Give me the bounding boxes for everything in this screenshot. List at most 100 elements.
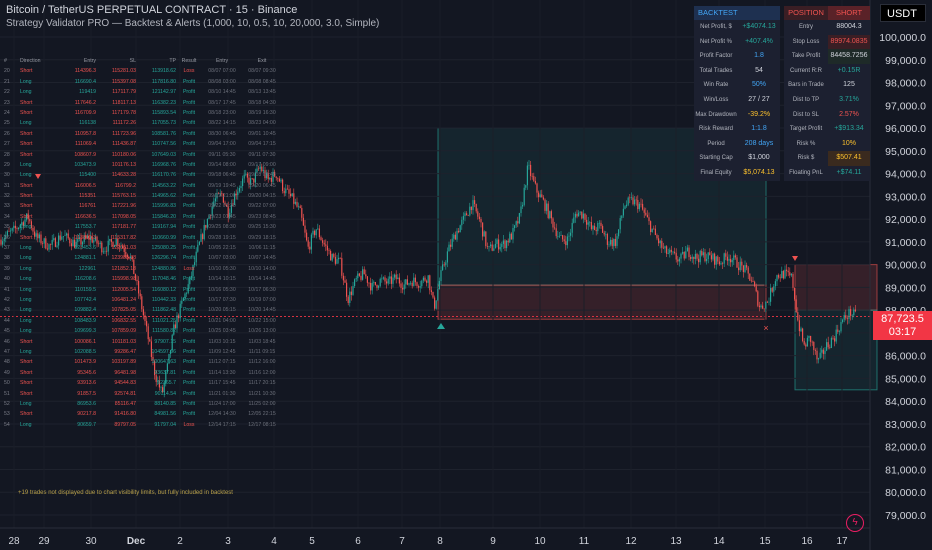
candle-body [723,253,725,264]
candle-body [670,249,672,252]
candle-body [403,284,405,290]
trade-sl: 111723.96 [112,130,136,137]
trade-tp: 115846.20 [151,213,176,220]
candle-body [418,286,420,288]
candle-body [168,353,170,364]
trade-direction: Short [20,193,33,200]
stat-label: Total Trades [694,63,738,79]
trade-entry: 107742.4 [74,296,96,303]
candle-body [29,219,31,222]
trade-number: 49 [4,369,10,376]
candle-body [285,188,287,194]
candle-body [264,170,266,179]
candle-body [555,228,557,237]
candle-body [392,277,394,284]
candle-body [19,225,21,228]
candle-body [747,267,749,274]
position-label: Stop Loss [784,34,828,50]
candle-body [776,275,778,282]
candle-body [102,251,104,253]
currency-button[interactable]: USDT [880,4,926,22]
trade-tp: 111021.25 [152,317,176,324]
candle-body [218,193,220,194]
trade-result: Profit [182,245,196,252]
table-row: 30 Long 115400 114633.28 116170.76 Profit 09/1… [4,170,282,180]
candle-body [494,243,496,249]
candle-body [464,213,466,217]
candle-body [35,233,37,237]
trade-number: 52 [4,400,10,407]
trade-entry-time: 09/25 08:30 [208,224,236,231]
trade-direction: Short [20,234,33,241]
trade-exit-time: 09/29 18:15 [248,234,276,241]
candle-body [656,235,658,239]
trade-tp: 117055.73 [151,120,176,127]
trade-tp: 115893.54 [151,109,176,116]
trade-sl: 115317.82 [111,234,136,241]
trade-result: Profit [182,328,196,335]
candle-body [266,173,268,179]
candle-body [210,215,212,216]
time-axis[interactable]: 28 29 30 Dec 2 3 4 5 6 7 8 9 10 11 12 13 14 15 16 17 [8,536,848,547]
trade-sl: 106481.24 [111,296,136,303]
candle-body [712,253,714,260]
stats-header: BACKTEST POSITION SHORT [694,6,874,20]
candle-body [342,275,344,281]
candle-body [334,256,336,264]
candle-body [43,238,45,244]
trade-direction: Long [20,296,32,303]
trade-result: Profit [182,369,196,376]
x-tick-label: 11 [579,536,590,547]
trade-entry-time: 10/10 05:30 [208,265,236,272]
candle-body [594,225,596,230]
x-tick-label: 28 [8,536,20,547]
candle-body [619,218,621,230]
candle-body [14,225,16,229]
candle-body [64,235,66,237]
price-axis[interactable]: 79,000.0 80,000.0 81,000.0 82,000.0 83,000.0… [879,32,926,522]
x-tick-label: 9 [490,536,496,547]
candle-body [523,187,525,205]
table-row: 51 Short 91857.5 92574.81 90114.54 Profit 11/2… [4,389,282,399]
candle-body [149,339,151,342]
stat-label: Win Rate [694,78,738,93]
table-row: 49 Short 95345.6 96481.98 93637.81 Profit 11/1… [4,368,282,378]
trade-direction: Short [20,359,33,366]
long-entry-marker [437,323,445,329]
candle-body [562,235,564,240]
last-price-label: 87,723.5 03:17 [873,311,932,340]
candle-body [651,228,653,233]
candle-body [165,371,167,383]
trade-tp: 117048.46 [151,276,176,283]
candle-body [832,337,834,339]
bolt-icon[interactable]: ϟ [846,514,864,532]
x-tick-label: 7 [399,536,405,547]
trade-entry: 116709.9 [74,109,96,116]
trade-result: Profit [182,182,196,189]
candle-body [221,193,223,194]
candle-body [558,235,560,237]
candle-body [48,244,50,250]
candle-body [328,250,330,251]
trade-exit-time: 11/12 16:00 [248,359,276,366]
candle-body [363,269,365,275]
trade-number: 54 [4,421,10,428]
candle-body [160,387,162,388]
y-tick-label: 96,000.0 [885,123,926,135]
table-row: 40 Long 116208.6 115998.98 117048.46 Profit 10… [4,274,282,284]
candle-body [118,245,120,247]
candle-body [803,340,805,345]
symbol-title[interactable]: Bitcoin / TetherUS PERPETUAL CONTRACT · … [6,4,298,16]
candle-body [566,236,568,246]
trade-tp: 124880.86 [151,265,176,272]
trade-number: 35 [4,224,10,231]
trade-exit-time: 11/25 02:00 [248,400,276,407]
candle-body [69,238,71,244]
trade-result: Profit [182,99,196,106]
candle-body [262,170,264,172]
candle-body [643,209,645,213]
candle-body [678,258,680,262]
strategy-title[interactable]: Strategy Validator PRO — Backtest & Aler… [6,18,380,29]
y-tick-label: 85,000.0 [885,373,926,385]
trade-entry: 91857.5 [77,390,96,397]
